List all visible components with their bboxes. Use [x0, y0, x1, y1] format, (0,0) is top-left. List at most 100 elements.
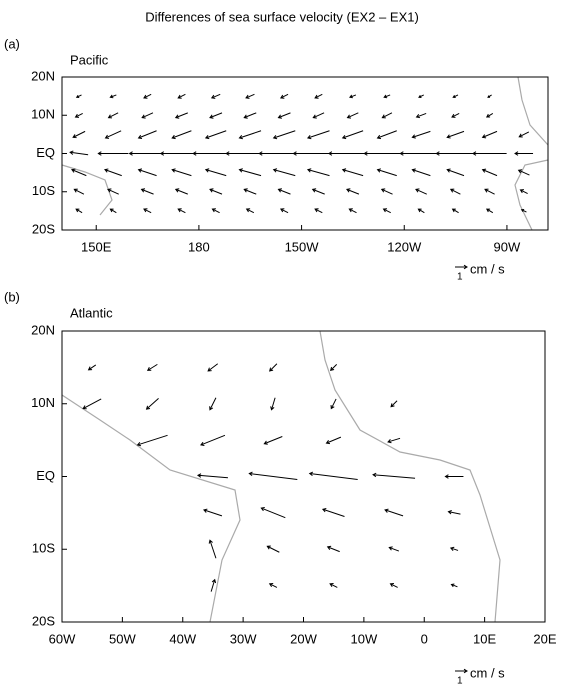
x-tick-label: 40W	[169, 631, 196, 646]
coastline	[514, 159, 549, 231]
vector	[69, 150, 89, 156]
coastline	[61, 394, 241, 623]
vector	[390, 400, 398, 408]
vector	[87, 364, 97, 371]
vector	[306, 130, 330, 140]
y-tick-label: 10S	[32, 541, 55, 556]
vector	[145, 397, 159, 410]
vector	[481, 130, 498, 139]
vector	[243, 112, 257, 119]
vector	[381, 112, 393, 119]
vector	[200, 434, 226, 446]
vector	[73, 188, 85, 195]
vector	[447, 510, 461, 515]
vector	[383, 94, 391, 99]
vector	[415, 112, 427, 119]
key-unit: cm / s	[470, 665, 505, 680]
vector	[209, 397, 217, 411]
vector	[387, 437, 401, 444]
vector	[517, 169, 530, 176]
x-tick-label: 120W	[387, 239, 422, 254]
vector	[269, 363, 278, 372]
vector	[449, 546, 459, 552]
vector	[384, 508, 404, 517]
vector	[82, 398, 102, 410]
y-tick-label: 10N	[31, 107, 55, 122]
vector	[519, 189, 528, 194]
vector	[314, 208, 323, 214]
y-tick-label: EQ	[36, 145, 55, 160]
vector	[415, 188, 427, 195]
vector	[211, 208, 220, 214]
x-tick-label: 50W	[109, 631, 136, 646]
vector	[349, 94, 357, 99]
vector	[270, 397, 276, 411]
vector	[444, 474, 464, 479]
vector	[330, 398, 337, 410]
y-tick-label: 10N	[31, 395, 55, 410]
panel-title: Pacific	[70, 52, 109, 67]
vector	[141, 112, 154, 119]
vector	[75, 94, 82, 99]
vector	[277, 112, 291, 119]
vector	[272, 168, 296, 177]
vector	[263, 436, 283, 445]
vector	[196, 473, 228, 479]
vector	[306, 168, 330, 177]
vector	[75, 208, 83, 214]
vector	[435, 151, 475, 156]
vector	[71, 168, 87, 177]
vector	[136, 434, 168, 447]
vector	[450, 583, 458, 588]
vector	[346, 188, 360, 195]
y-tick-label: EQ	[36, 468, 55, 483]
vector	[174, 112, 188, 119]
vector	[484, 188, 495, 195]
y-tick-label: 20N	[31, 322, 55, 337]
x-tick-label: 30W	[230, 631, 257, 646]
vector	[272, 130, 296, 140]
vector	[248, 471, 298, 480]
vector	[277, 188, 291, 195]
vector	[74, 113, 83, 118]
key-value: 1	[457, 272, 463, 283]
x-tick-label: 10E	[473, 631, 496, 646]
key-arrow	[455, 264, 468, 270]
vector	[171, 130, 192, 140]
vector	[321, 508, 345, 517]
vector	[107, 112, 119, 119]
vector	[446, 168, 465, 177]
x-tick-label: 20E	[533, 631, 556, 646]
vector	[238, 168, 262, 177]
vector	[326, 545, 340, 553]
vector	[311, 188, 325, 195]
vector	[279, 208, 289, 214]
figure-title: Differences of sea surface velocity (EX2…	[145, 9, 419, 24]
vector	[346, 112, 359, 119]
vector	[137, 168, 157, 177]
vector	[207, 363, 219, 372]
x-tick-label: 20W	[290, 631, 317, 646]
y-tick-label: 20N	[31, 68, 55, 83]
vector	[452, 94, 459, 99]
y-tick-label: 20S	[32, 613, 55, 628]
vector	[341, 130, 364, 140]
vector	[174, 188, 188, 195]
vector	[411, 168, 431, 177]
x-tick-label: 10W	[351, 631, 378, 646]
y-tick-label: 20S	[32, 221, 55, 236]
x-tick-label: 60W	[49, 631, 76, 646]
vector	[204, 130, 227, 140]
x-tick-label: 180	[188, 239, 210, 254]
vector	[107, 188, 119, 195]
vector	[109, 94, 117, 99]
vector	[330, 364, 338, 372]
vector	[171, 168, 192, 177]
vector	[382, 208, 391, 214]
vector	[418, 94, 424, 99]
panel-label: (b)	[4, 289, 20, 304]
coastline	[319, 330, 501, 623]
vector	[97, 151, 129, 156]
vector	[140, 188, 154, 195]
vector	[487, 94, 492, 98]
